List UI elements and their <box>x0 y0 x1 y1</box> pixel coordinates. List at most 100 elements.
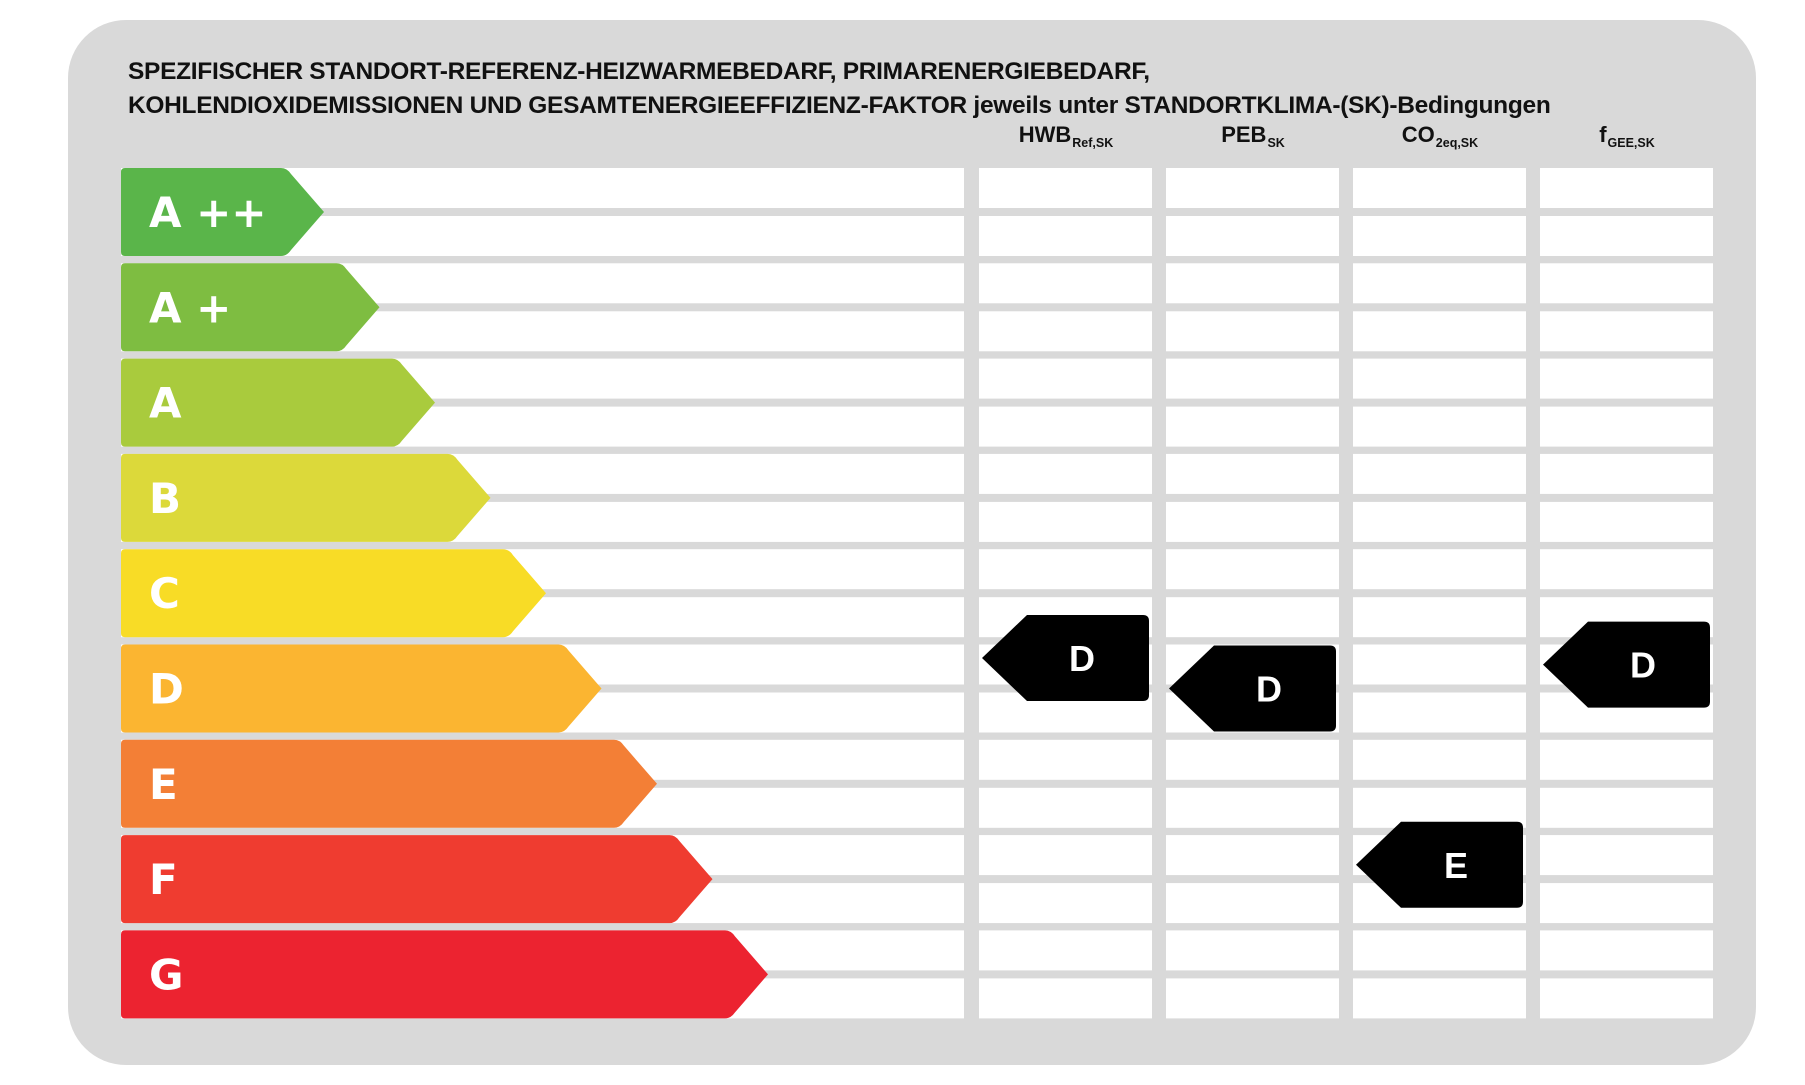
title-line-1: SPEZIFISCHER STANDORT-REFERENZ-HEIZWARME… <box>128 58 1150 85</box>
column-header-peb-main: PEB <box>1221 122 1267 147</box>
grid-cell <box>1353 597 1526 638</box>
column-header-peb: PEBSK <box>1168 122 1338 150</box>
grid-cell <box>979 168 1152 208</box>
column-header-co2-main: CO <box>1401 122 1435 147</box>
grid-cell <box>1353 453 1526 494</box>
column-header-co2: CO2eq,SK <box>1355 122 1525 150</box>
grid-cell <box>1166 168 1339 208</box>
grid-cell <box>1166 883 1339 924</box>
grid-cell <box>1353 406 1526 447</box>
grid-cell <box>1166 930 1339 971</box>
grid-cell <box>1540 263 1713 304</box>
grid-cell <box>1540 787 1713 828</box>
rating-marker-label: E <box>1444 845 1468 886</box>
grid-cell <box>979 930 1152 971</box>
grid-cell <box>1540 501 1713 542</box>
class-arrow-6 <box>121 644 602 733</box>
column-header-hwb: HWBRef,SK <box>981 122 1151 150</box>
class-label: F <box>149 855 178 904</box>
grid-cell <box>979 787 1152 828</box>
grid-cell <box>1540 453 1713 494</box>
class-label: B <box>149 474 181 523</box>
grid-cell <box>1166 597 1339 638</box>
column-header-peb-sub: SK <box>1267 136 1285 150</box>
grid-cell <box>1353 549 1526 590</box>
grid-cell <box>1540 406 1713 447</box>
grid-cell <box>1353 263 1526 304</box>
rating-marker-label: D <box>1069 638 1095 679</box>
class-arrow-1 <box>121 168 324 256</box>
grid-cell <box>1353 644 1526 685</box>
title-line-2: KOHLENDIOXIDEMISSIONEN UND GESAMTENERGIE… <box>128 92 1551 119</box>
grid-cell <box>979 263 1152 304</box>
grid-cell <box>1166 453 1339 494</box>
class-label: E <box>149 760 178 809</box>
class-arrow-9 <box>121 930 768 1019</box>
grid-cell <box>1353 692 1526 733</box>
class-arrow-2 <box>121 263 380 352</box>
rating-marker <box>1543 621 1710 708</box>
grid-cell <box>1353 787 1526 828</box>
class-arrow-7 <box>121 739 657 828</box>
grid-cell <box>1540 883 1713 924</box>
grid-cell <box>1540 168 1713 208</box>
rating-marker-label: D <box>1256 669 1282 710</box>
grid-cell <box>1166 787 1339 828</box>
grid-cell <box>1166 263 1339 304</box>
class-label: C <box>149 569 180 618</box>
grid-cell <box>1540 978 1713 1019</box>
class-label: A <box>149 379 182 428</box>
class-label: D <box>149 665 184 714</box>
grid-cell <box>1166 978 1339 1019</box>
grid-cell <box>1353 501 1526 542</box>
column-header-fgee-main: f <box>1599 122 1607 147</box>
grid-cell <box>1353 930 1526 971</box>
grid-cell <box>1166 216 1339 256</box>
grid-cell <box>1353 739 1526 780</box>
grid-cell <box>1353 311 1526 352</box>
column-header-co2-sub: 2eq,SK <box>1435 136 1479 150</box>
column-header-hwb-main: HWB <box>1018 122 1072 147</box>
rating-marker <box>1169 645 1336 732</box>
class-arrow-8 <box>121 835 713 924</box>
grid-cell <box>1353 358 1526 399</box>
grid-cell <box>1540 739 1713 780</box>
grid-cell <box>1166 549 1339 590</box>
grid-cell <box>979 501 1152 542</box>
rating-markers: D D E D <box>982 615 1710 908</box>
grid-cell <box>1166 739 1339 780</box>
grid-cell <box>1540 311 1713 352</box>
grid-cell <box>1353 216 1526 256</box>
class-arrow-4 <box>121 453 491 542</box>
grid-cell <box>979 216 1152 256</box>
grid-cell <box>1166 311 1339 352</box>
grid-cell <box>1166 835 1339 876</box>
column-header-fgee: fGEE,SK <box>1542 122 1712 150</box>
grid-cell <box>979 358 1152 399</box>
grid-cell <box>979 883 1152 924</box>
grid-cell <box>1166 406 1339 447</box>
grid-cell <box>1540 549 1713 590</box>
grid-cell <box>979 311 1152 352</box>
grid-cell <box>979 549 1152 590</box>
column-header-hwb-sub: Ref,SK <box>1072 136 1114 150</box>
rating-marker <box>1356 821 1523 908</box>
grid-cell <box>1166 358 1339 399</box>
grid-cell <box>1353 978 1526 1019</box>
rating-marker-label: D <box>1630 645 1656 686</box>
class-arrow-3 <box>121 358 435 447</box>
class-label: G <box>149 950 183 999</box>
grid-cell <box>1353 168 1526 208</box>
class-arrow-5 <box>121 549 546 638</box>
grid-cell <box>1540 216 1713 256</box>
grid-cell <box>979 978 1152 1019</box>
column-header-fgee-sub: GEE,SK <box>1607 136 1655 150</box>
class-label: A ++ <box>149 188 267 237</box>
grid-cell <box>979 739 1152 780</box>
grid-cell <box>1166 501 1339 542</box>
rating-marker <box>982 615 1149 702</box>
class-label: A + <box>149 283 231 332</box>
